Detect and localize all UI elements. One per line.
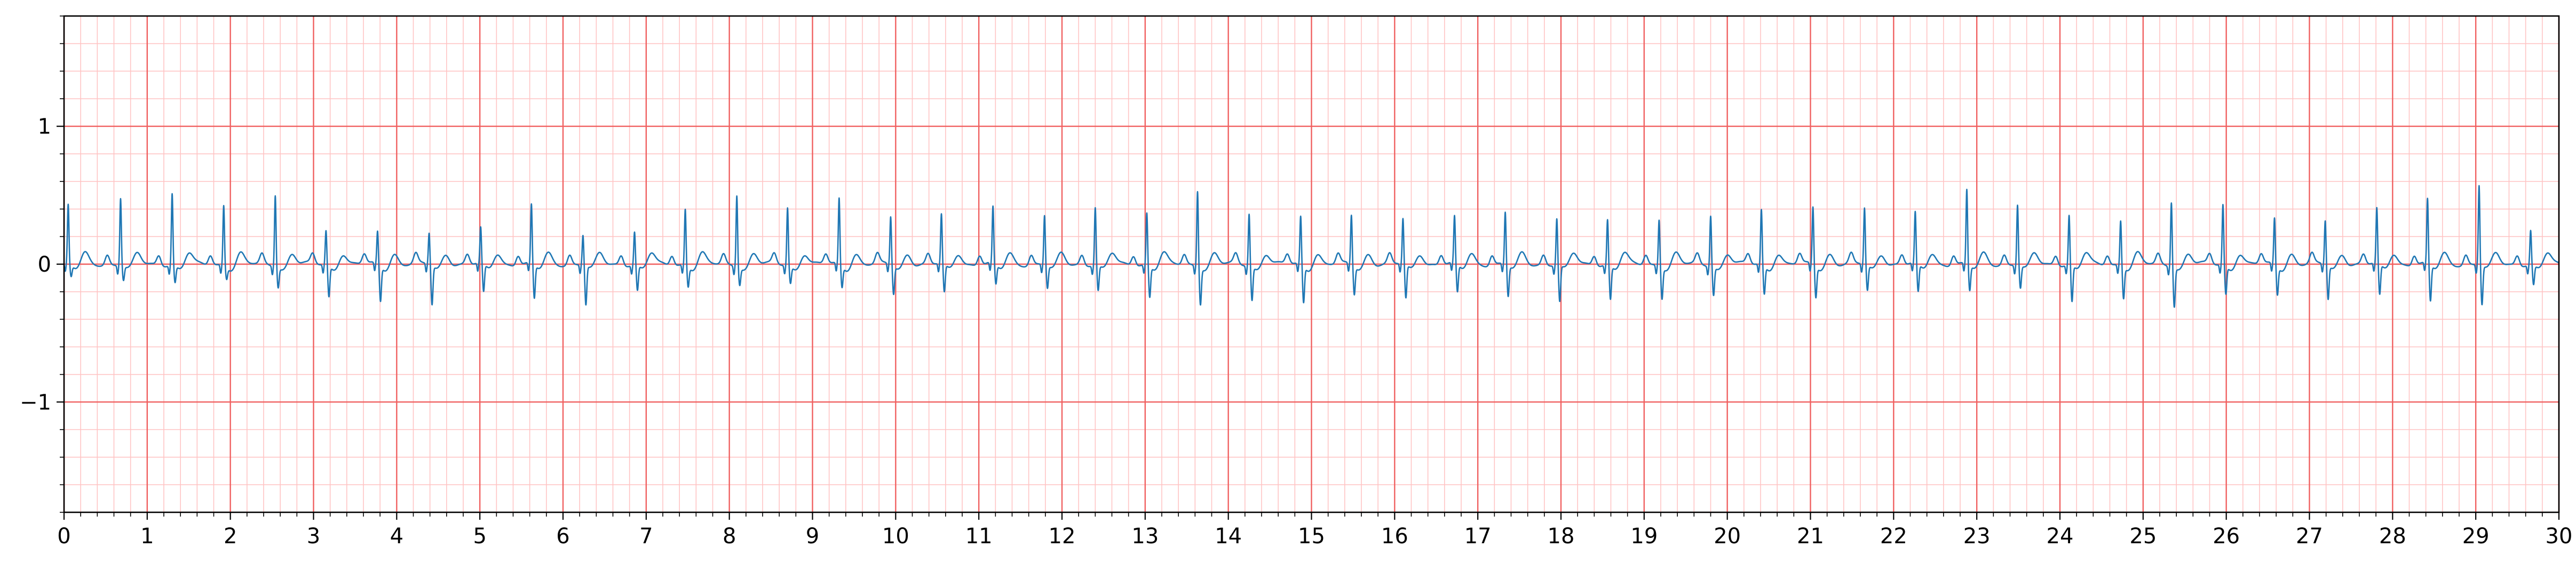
x-tick-label: 23	[1963, 524, 1991, 549]
x-tick-label: 4	[390, 524, 403, 549]
x-tick-label: 9	[806, 524, 819, 549]
x-tick-label: 17	[1464, 524, 1492, 549]
y-tick-label: 0	[38, 252, 51, 277]
x-tick-label: 0	[57, 524, 70, 549]
x-tick-label: 22	[1880, 524, 1907, 549]
tick-marks	[57, 15, 2560, 520]
x-tick-label: 16	[1381, 524, 1408, 549]
x-tick-label: 27	[2296, 524, 2323, 549]
x-tick-label: 24	[2047, 524, 2074, 549]
y-tick-label: 1	[38, 115, 51, 139]
x-tick-label: 18	[1548, 524, 1575, 549]
ecg-series	[63, 185, 2559, 308]
x-tick-label: 1	[140, 524, 154, 549]
x-tick-label: 28	[2379, 524, 2406, 549]
x-tick-label: 3	[307, 524, 320, 549]
x-tick-label: 19	[1630, 524, 1658, 549]
x-tick-label: 5	[473, 524, 486, 549]
x-tick-label: 21	[1797, 524, 1824, 549]
x-tick-label: 30	[2546, 524, 2573, 549]
x-tick-label: 12	[1049, 524, 1076, 549]
x-tick-label: 6	[556, 524, 569, 549]
x-tick-label: 29	[2462, 524, 2490, 549]
x-tick-label: 26	[2213, 524, 2240, 549]
x-tick-label: 25	[2129, 524, 2157, 549]
x-tick-label: 13	[1131, 524, 1159, 549]
ecg-line	[63, 185, 2559, 308]
x-tick-label: 20	[1714, 524, 1741, 549]
x-tick-label: 2	[224, 524, 237, 549]
x-tick-label: 14	[1215, 524, 1242, 549]
x-tick-label: 7	[639, 524, 653, 549]
x-tick-label: 11	[965, 524, 993, 549]
x-tick-label: 15	[1298, 524, 1325, 549]
x-tick-label: 10	[882, 524, 909, 549]
x-tick-label: 8	[723, 524, 736, 549]
tick-labels: 0 1 2 3 4 5 6 7 8 9 10 11 12 13 14 15 16 17 18 19 20 21 22 23 24…	[20, 115, 2572, 549]
y-tick-label: −1	[20, 390, 51, 415]
